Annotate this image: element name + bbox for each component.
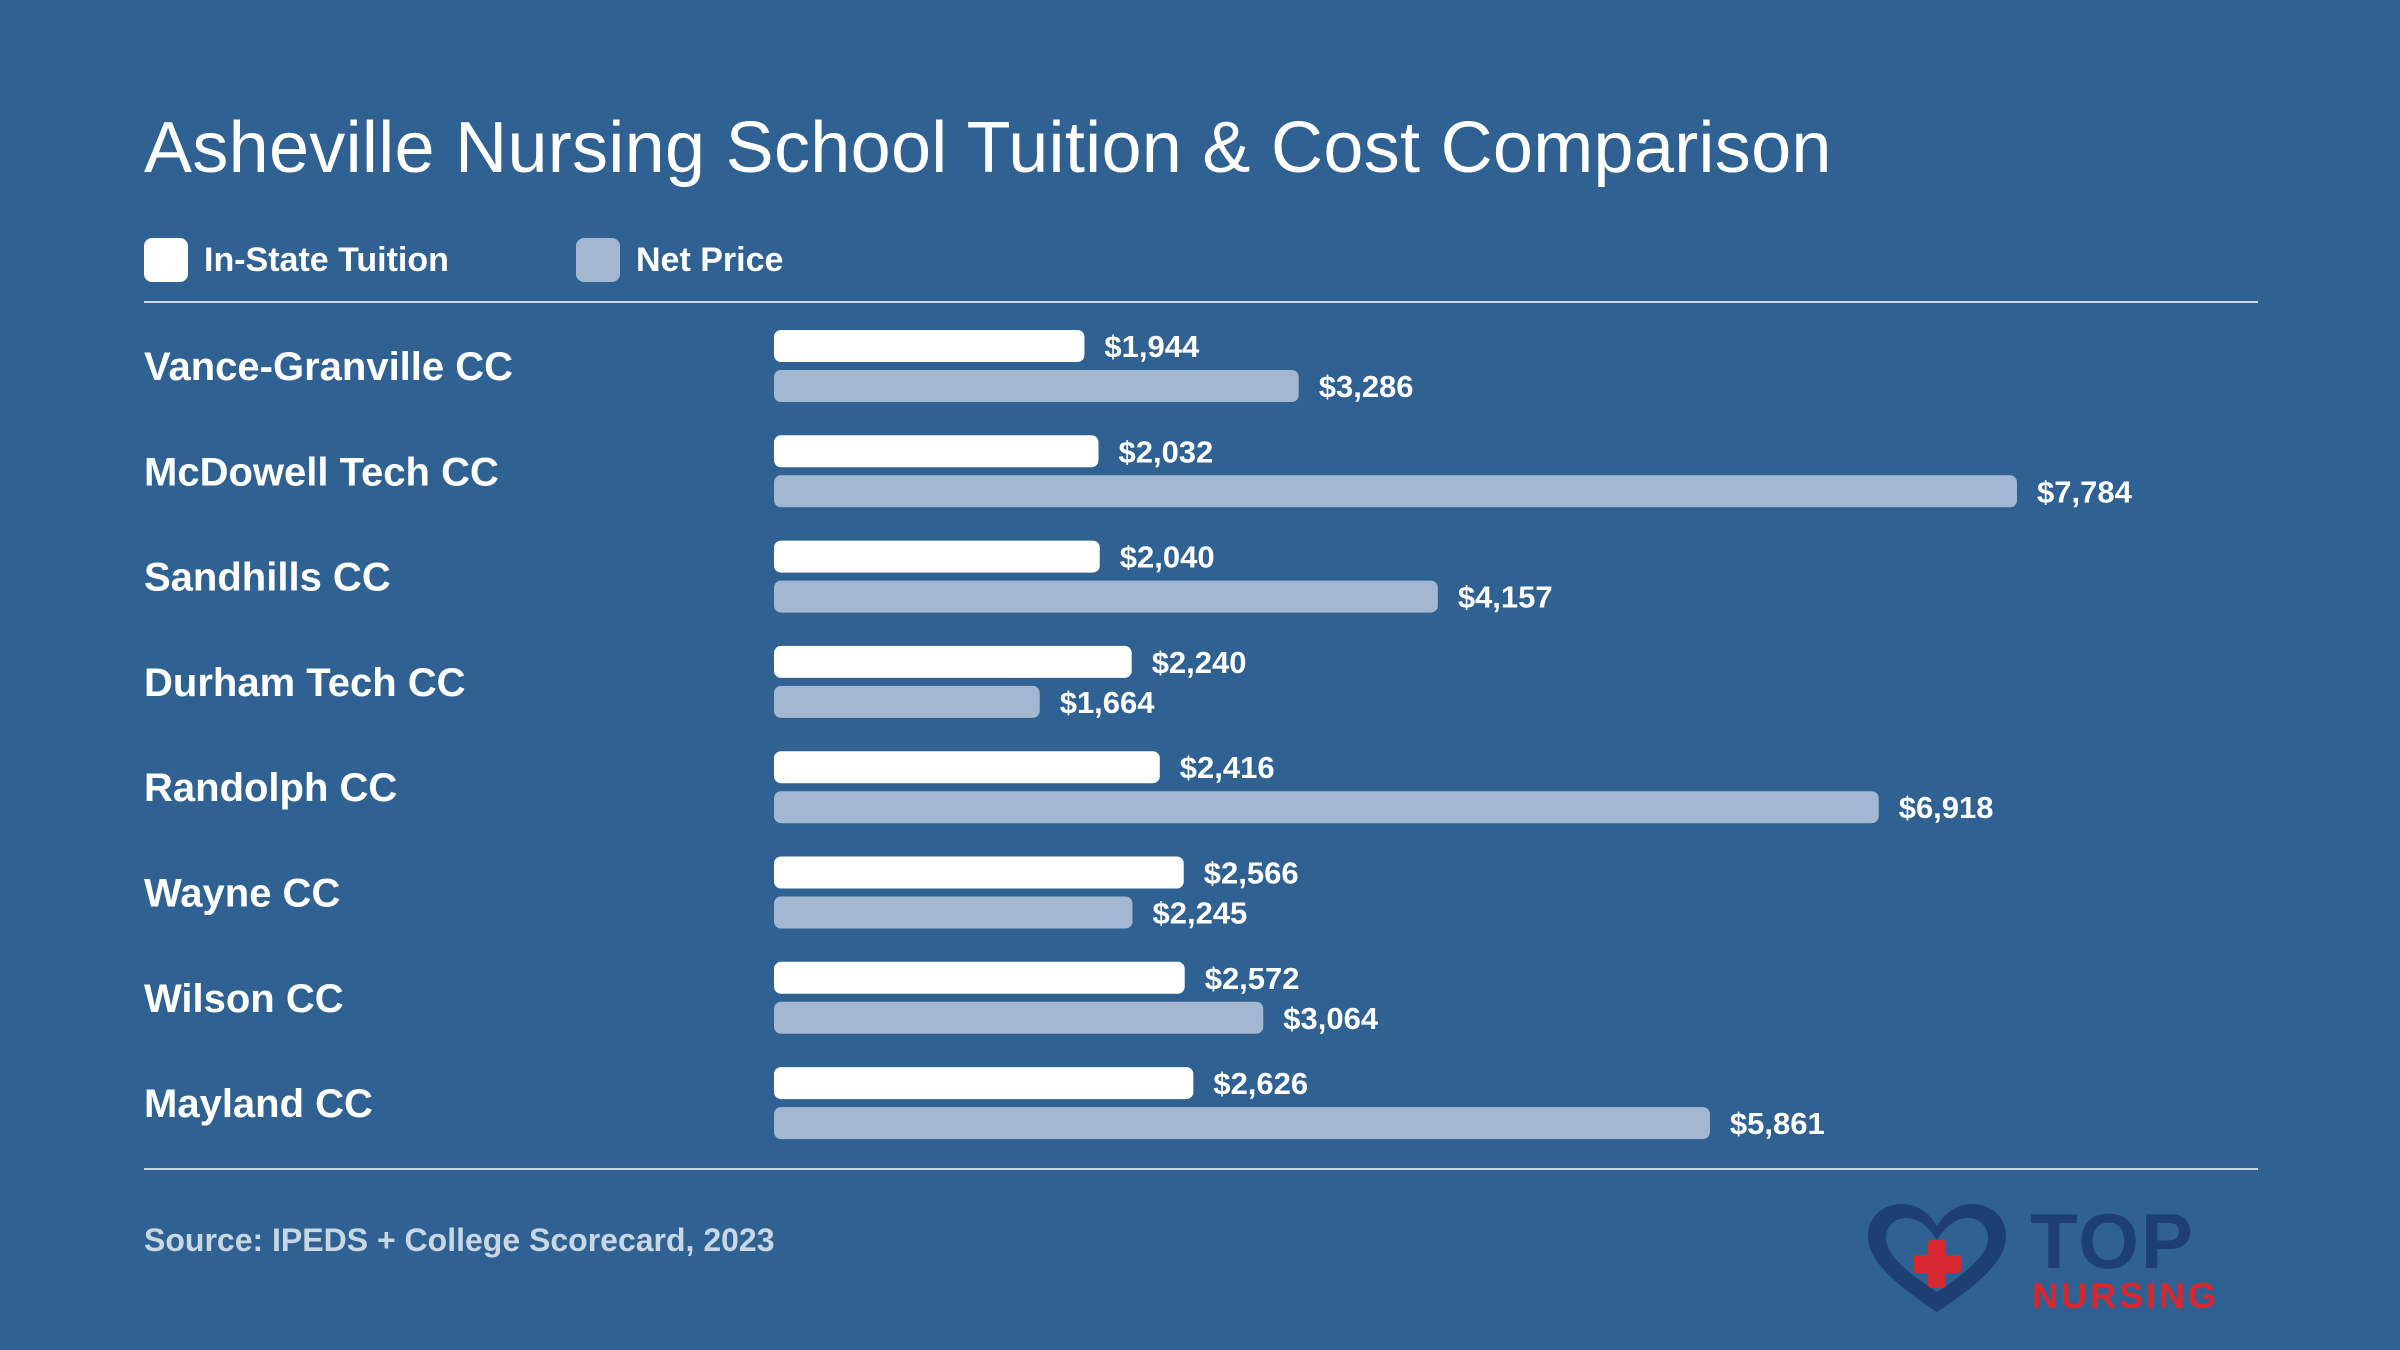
bar-net-price [774, 791, 1879, 824]
value-label-net-price: $3,064 [1283, 1001, 1379, 1036]
category-group-mayland-cc: Mayland CC $2,626 $5,861 [144, 1066, 1825, 1141]
value-label-in-state-tuition: $2,040 [1120, 540, 1215, 575]
value-label-net-price: $5,861 [1730, 1106, 1825, 1141]
category-group-randolph-cc: Randolph CC $2,416 $6,918 [144, 750, 1994, 825]
value-label-in-state-tuition: $2,032 [1118, 434, 1213, 469]
category-group-mcdowell-tech-cc: McDowell Tech CC $2,032 $7,784 [144, 434, 2133, 509]
logo-wordmark-sub: NURSING [2032, 1275, 2220, 1316]
bar-net-price [774, 475, 2017, 508]
category-group-vance-granville-cc: Vance-Granville CC $1,944 $3,286 [144, 329, 1414, 404]
divider-top [144, 301, 2258, 303]
value-label-net-price: $3,286 [1319, 369, 1414, 404]
legend-item-in-state-tuition: In-State Tuition [144, 238, 449, 282]
bar-in-state-tuition [774, 330, 1085, 362]
bar-in-state-tuition [774, 961, 1185, 994]
bar-net-price [774, 685, 1040, 718]
category-label: Mayland CC [144, 1082, 373, 1126]
value-label-net-price: $7,784 [2037, 474, 2133, 509]
chart-title: Asheville Nursing School Tuition & Cost … [144, 108, 1832, 188]
legend-label-in-state-tuition: In-State Tuition [204, 240, 449, 279]
bar-in-state-tuition [774, 751, 1160, 784]
heart-cross-icon [1868, 1204, 2006, 1312]
bar-net-price [774, 896, 1133, 929]
legend-swatch-net-price [576, 238, 620, 282]
category-label: Vance-Granville CC [144, 345, 513, 389]
bar-net-price [774, 580, 1438, 613]
bar-net-price [774, 370, 1299, 402]
divider-bottom [144, 1168, 2258, 1170]
category-group-wayne-cc: Wayne CC $2,566 $2,245 [144, 856, 1299, 931]
logo-wordmark-top: TOP [2030, 1197, 2195, 1285]
bar-in-state-tuition [774, 540, 1100, 573]
category-label: Durham Tech CC [144, 661, 466, 705]
value-label-in-state-tuition: $1,944 [1104, 329, 1200, 364]
value-label-in-state-tuition: $2,626 [1213, 1066, 1308, 1101]
category-label: Wayne CC [144, 872, 340, 916]
value-label-net-price: $6,918 [1899, 790, 1994, 825]
value-label-in-state-tuition: $2,416 [1180, 750, 1275, 785]
value-label-net-price: $2,245 [1152, 896, 1247, 931]
category-group-durham-tech-cc: Durham Tech CC $2,240 $1,664 [144, 645, 1247, 720]
bar-in-state-tuition [774, 1067, 1194, 1100]
bar-in-state-tuition [774, 645, 1132, 678]
category-label: Wilson CC [144, 977, 344, 1021]
bar-net-price [774, 1001, 1264, 1034]
bar-net-price [774, 1107, 1710, 1140]
source-note: Source: IPEDS + College Scorecard, 2023 [144, 1222, 775, 1258]
category-group-sandhills-cc: Sandhills CC $2,040 $4,157 [144, 540, 1553, 615]
value-label-in-state-tuition: $2,240 [1152, 645, 1247, 680]
bar-in-state-tuition [774, 856, 1184, 889]
legend-label-net-price: Net Price [636, 240, 784, 279]
legend-swatch-in-state-tuition [144, 238, 188, 282]
category-group-wilson-cc: Wilson CC $2,572 $3,064 [144, 961, 1379, 1036]
value-label-net-price: $1,664 [1060, 685, 1156, 720]
category-label: McDowell Tech CC [144, 450, 499, 494]
value-label-net-price: $4,157 [1458, 580, 1553, 615]
value-label-in-state-tuition: $2,566 [1204, 856, 1299, 891]
category-label: Randolph CC [144, 766, 397, 810]
value-label-in-state-tuition: $2,572 [1205, 961, 1300, 996]
top-nursing-logo: TOP NURSING [1862, 1200, 2262, 1320]
legend-item-net-price: Net Price [576, 238, 783, 282]
category-label: Sandhills CC [144, 556, 391, 600]
bar-in-state-tuition [774, 435, 1099, 468]
